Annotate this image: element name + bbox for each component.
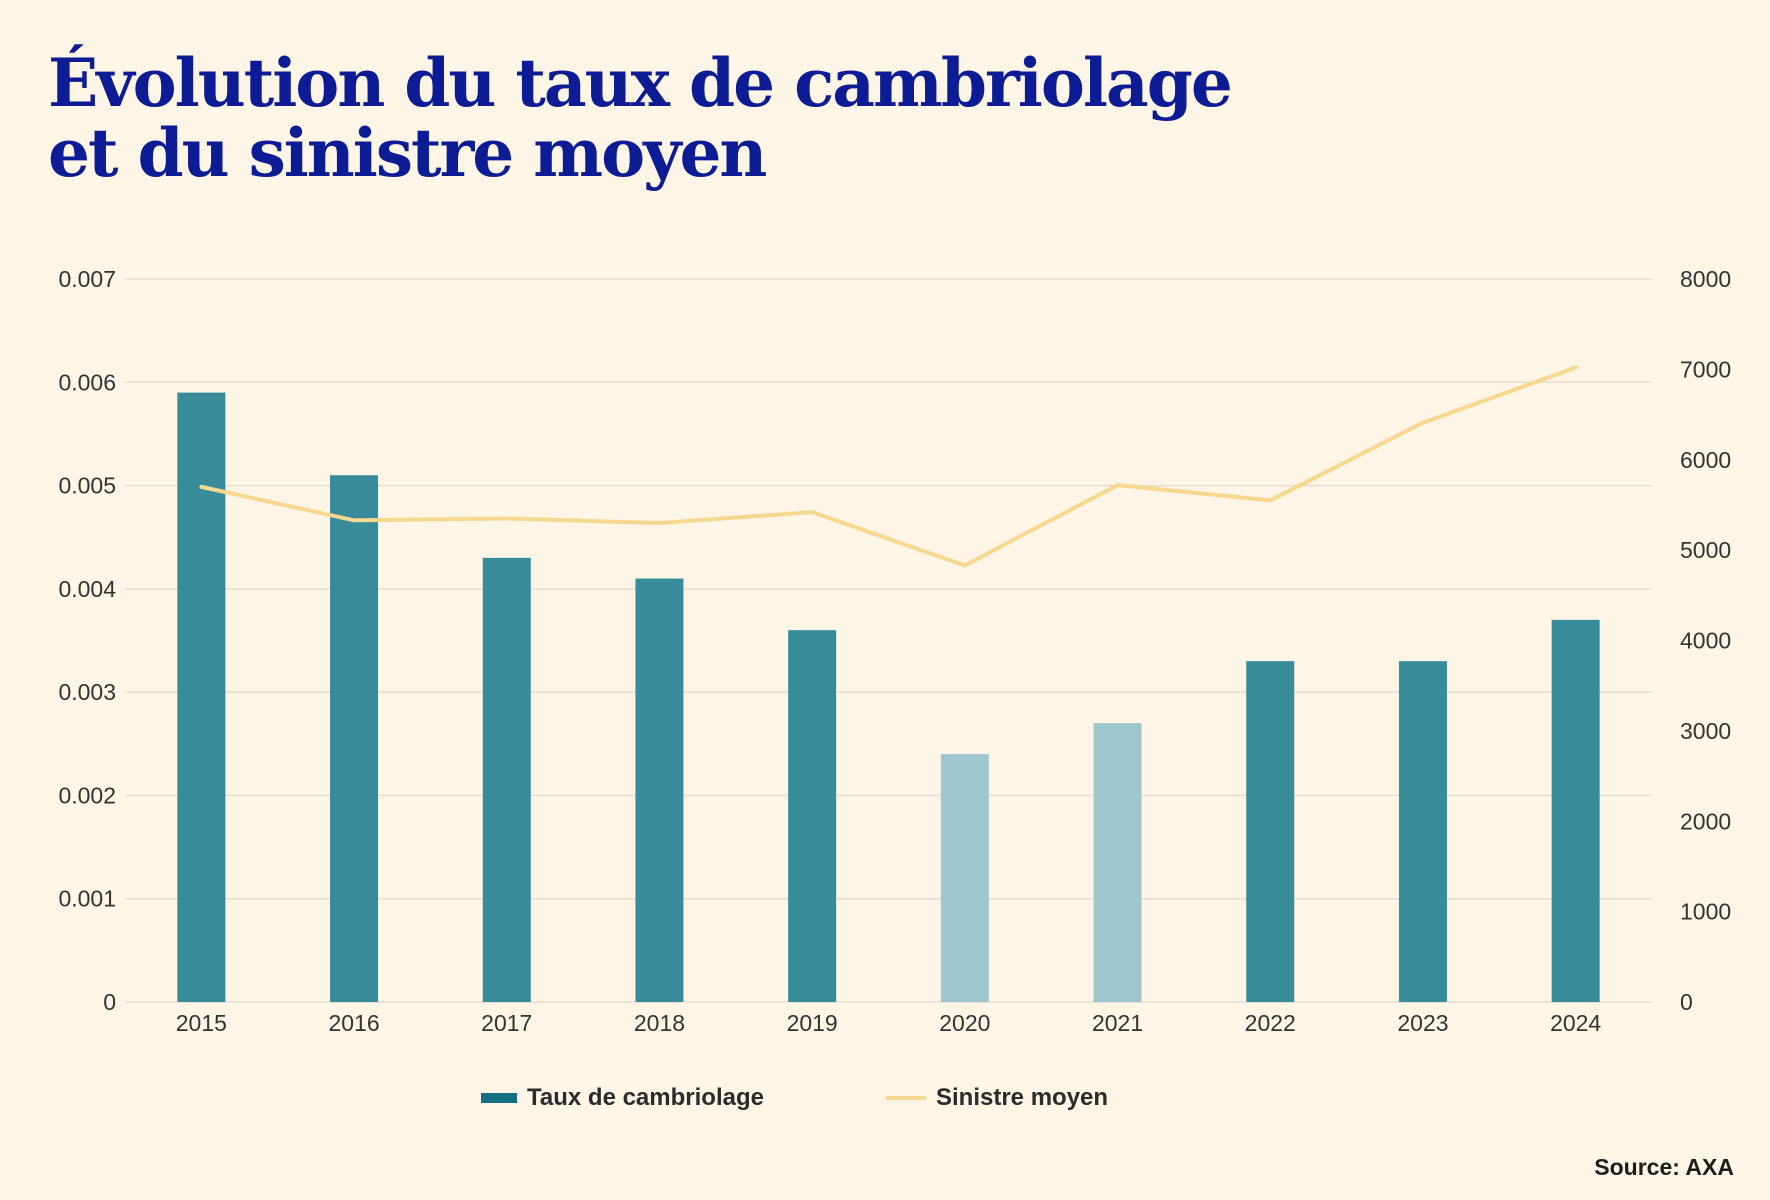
x-tick-label: 2018	[634, 1010, 685, 1036]
right-tick-label: 4000	[1680, 628, 1731, 654]
line-path	[199, 365, 1578, 568]
legend-bar-swatch	[481, 1093, 517, 1103]
right-tick-label: 6000	[1680, 447, 1731, 473]
left-tick-label: 0.007	[58, 266, 116, 292]
x-axis: 2015 2016 2017 2018 2019 2020 2021 2022 2023 2024	[176, 1010, 1602, 1036]
line-series	[199, 365, 1578, 568]
right-tick-label: 7000	[1680, 356, 1731, 382]
legend-item-taux: Taux de cambriolage	[481, 1084, 764, 1112]
bar	[788, 630, 837, 1002]
x-tick-label: 2019	[787, 1010, 838, 1036]
x-tick-label: 2020	[939, 1010, 990, 1036]
bar	[1551, 619, 1600, 1002]
bar	[1246, 661, 1295, 1002]
left-tick-label: 0.005	[58, 473, 116, 499]
left-tick-label: 0.003	[58, 679, 116, 705]
bar-series	[177, 392, 1600, 1003]
x-tick-label: 2022	[1245, 1010, 1296, 1036]
legend-item-sinistre: Sinistre moyen	[886, 1084, 1108, 1112]
source-note: Source: AXA	[1594, 1154, 1734, 1180]
right-tick-label: 5000	[1680, 537, 1731, 563]
gridlines	[125, 278, 1652, 1003]
bar	[1093, 723, 1142, 1002]
right-tick-label: 1000	[1680, 899, 1731, 925]
x-tick-label: 2015	[176, 1010, 227, 1036]
right-tick-label: 2000	[1680, 808, 1731, 834]
right-tick-label: 8000	[1680, 266, 1731, 292]
left-tick-label: 0.001	[58, 886, 116, 912]
x-tick-label: 2021	[1092, 1010, 1143, 1036]
legend: Taux de cambriolage Sinistre moyen	[0, 1084, 1770, 1114]
bar	[940, 754, 989, 1002]
x-tick-label: 2023	[1397, 1010, 1448, 1036]
left-tick-label: 0.002	[58, 782, 116, 808]
left-tick-label: 0.006	[58, 369, 116, 395]
right-axis: 0 1000 2000 3000 4000 5000 6000 7000 8000	[1680, 266, 1731, 1015]
left-tick-label: 0.004	[58, 576, 116, 602]
chart-title-line-2: et du sinistre moyen	[48, 114, 767, 192]
x-tick-label: 2024	[1550, 1010, 1601, 1036]
x-tick-label: 2016	[328, 1010, 379, 1036]
right-tick-label: 0	[1680, 989, 1693, 1015]
bar	[482, 557, 531, 1002]
legend-line-swatch	[886, 1096, 926, 1100]
bar	[177, 392, 226, 1003]
legend-label-sinistre: Sinistre moyen	[936, 1084, 1109, 1111]
left-tick-label: 0	[103, 989, 116, 1015]
x-tick-label: 2017	[481, 1010, 532, 1036]
left-axis: 0 0.001 0.002 0.003 0.004 0.005 0.006 0.007	[58, 266, 116, 1015]
right-tick-label: 3000	[1680, 718, 1731, 744]
chart-title: Évolution du taux de cambriolage et du s…	[48, 44, 1233, 192]
legend-label-taux: Taux de cambriolage	[527, 1084, 764, 1111]
bar	[635, 578, 684, 1002]
chart-title-line-1: Évolution du taux de cambriolage	[48, 44, 1233, 122]
bar	[330, 475, 379, 1002]
bar	[1398, 661, 1447, 1002]
